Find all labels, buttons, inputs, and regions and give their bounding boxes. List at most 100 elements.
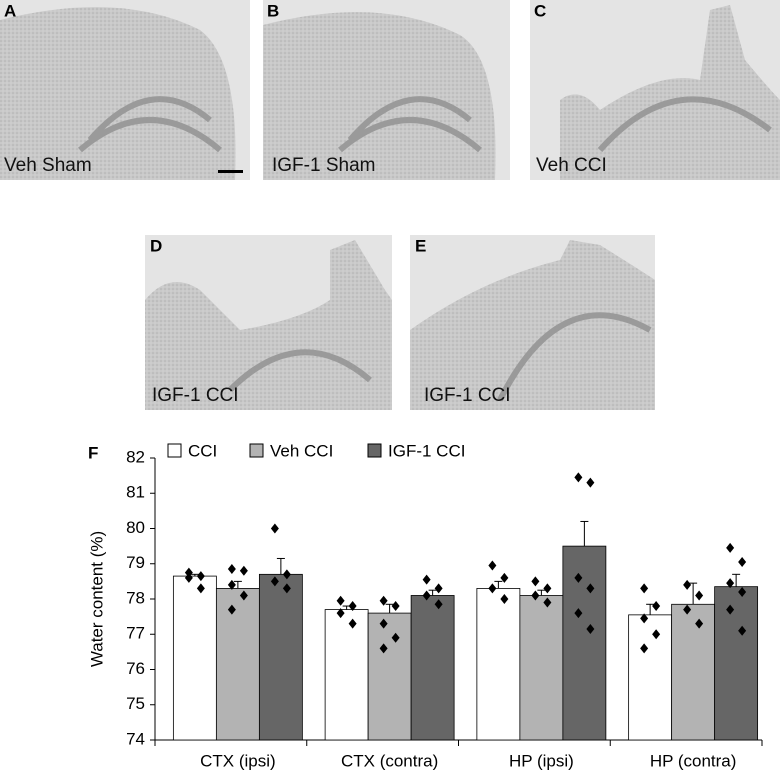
bar [519,595,564,741]
micrograph-d [145,235,392,410]
panel-letter: D [150,236,162,255]
data-point [726,542,735,553]
panel-letter: C [534,1,546,20]
data-point [640,643,649,654]
bar [628,614,673,741]
data-point [336,608,345,619]
data-point [738,586,747,597]
micrograph-a [0,0,250,181]
data-point [227,564,236,575]
data-point [391,632,400,643]
data-point [184,567,193,578]
data-point [227,604,236,615]
data-point [574,608,583,619]
y-tick-label: 81 [126,483,145,502]
y-tick-label: 82 [126,447,145,466]
data-point [434,599,443,610]
data-point [695,618,704,629]
data-point [652,601,661,612]
legend-label: CCI [188,441,217,460]
bar [258,573,303,741]
data-point [738,625,747,636]
data-point [726,578,735,589]
data-point [227,579,236,590]
y-tick-label: 75 [126,694,145,713]
panel-caption: IGF-1 CCI [152,385,239,406]
data-point [282,583,291,594]
panel-letter: F [88,443,98,462]
x-tick-label: CTX (ipsi) [200,751,276,770]
bar [324,609,369,741]
data-point [531,576,540,587]
panel-letter: A [4,1,16,20]
data-point [586,623,595,634]
micrograph-c [530,0,780,180]
x-tick-label: CTX (contra) [341,751,438,770]
bar [476,588,521,741]
data-point [683,579,692,590]
data-point [640,583,649,594]
data-point [652,629,661,640]
y-tick-label: 79 [126,553,145,572]
data-point [695,590,704,601]
panel-letter: E [415,236,426,255]
data-point [239,590,248,601]
data-point [574,472,583,483]
legend-label: IGF-1 CCI [388,441,465,460]
data-point [379,595,388,606]
panel-caption: IGF-1 Sham [272,155,375,176]
x-tick-label: HP (ipsi) [509,751,574,770]
data-point [184,572,193,583]
bar [410,595,455,741]
data-point [683,604,692,615]
data-point [348,618,357,629]
x-tick-label: HP (contra) [650,751,737,770]
data-point [239,565,248,576]
data-point [574,572,583,583]
data-point [348,601,357,612]
data-point [543,583,552,594]
data-point [531,590,540,601]
y-tick-label: 80 [126,518,145,537]
micrograph-b [263,0,510,181]
micrograph-e [410,235,655,410]
data-point [391,601,400,612]
bar [367,612,412,741]
bar [562,545,607,741]
data-point [282,569,291,580]
y-tick-label: 74 [126,729,145,748]
data-point [196,571,205,582]
y-tick-label: 76 [126,659,145,678]
data-point [488,560,497,571]
data-point [270,523,279,534]
y-tick-label: 77 [126,624,145,643]
legend-swatch [167,443,182,458]
bar [215,588,260,741]
data-point [379,618,388,629]
data-point [422,590,431,601]
data-point [196,583,205,594]
panel-caption: Veh Sham [4,155,92,176]
data-point [586,477,595,488]
data-point [379,643,388,654]
data-point [738,556,747,567]
data-point [270,576,279,587]
data-point [500,572,509,583]
data-point [586,583,595,594]
panel-caption: IGF-1 CCI [424,385,511,406]
legend-swatch [367,443,382,458]
panel-letter: B [267,1,279,20]
data-point [500,594,509,604]
data-point [422,574,431,585]
bar [714,586,759,741]
legend-swatch [249,443,264,458]
bar [671,603,716,741]
panel-caption: Veh CCI [536,155,607,176]
legend-label: Veh CCI [270,441,333,460]
y-axis-label: Water content (%) [87,531,106,667]
data-point [640,613,649,624]
data-point [336,595,345,606]
data-point [543,597,552,608]
